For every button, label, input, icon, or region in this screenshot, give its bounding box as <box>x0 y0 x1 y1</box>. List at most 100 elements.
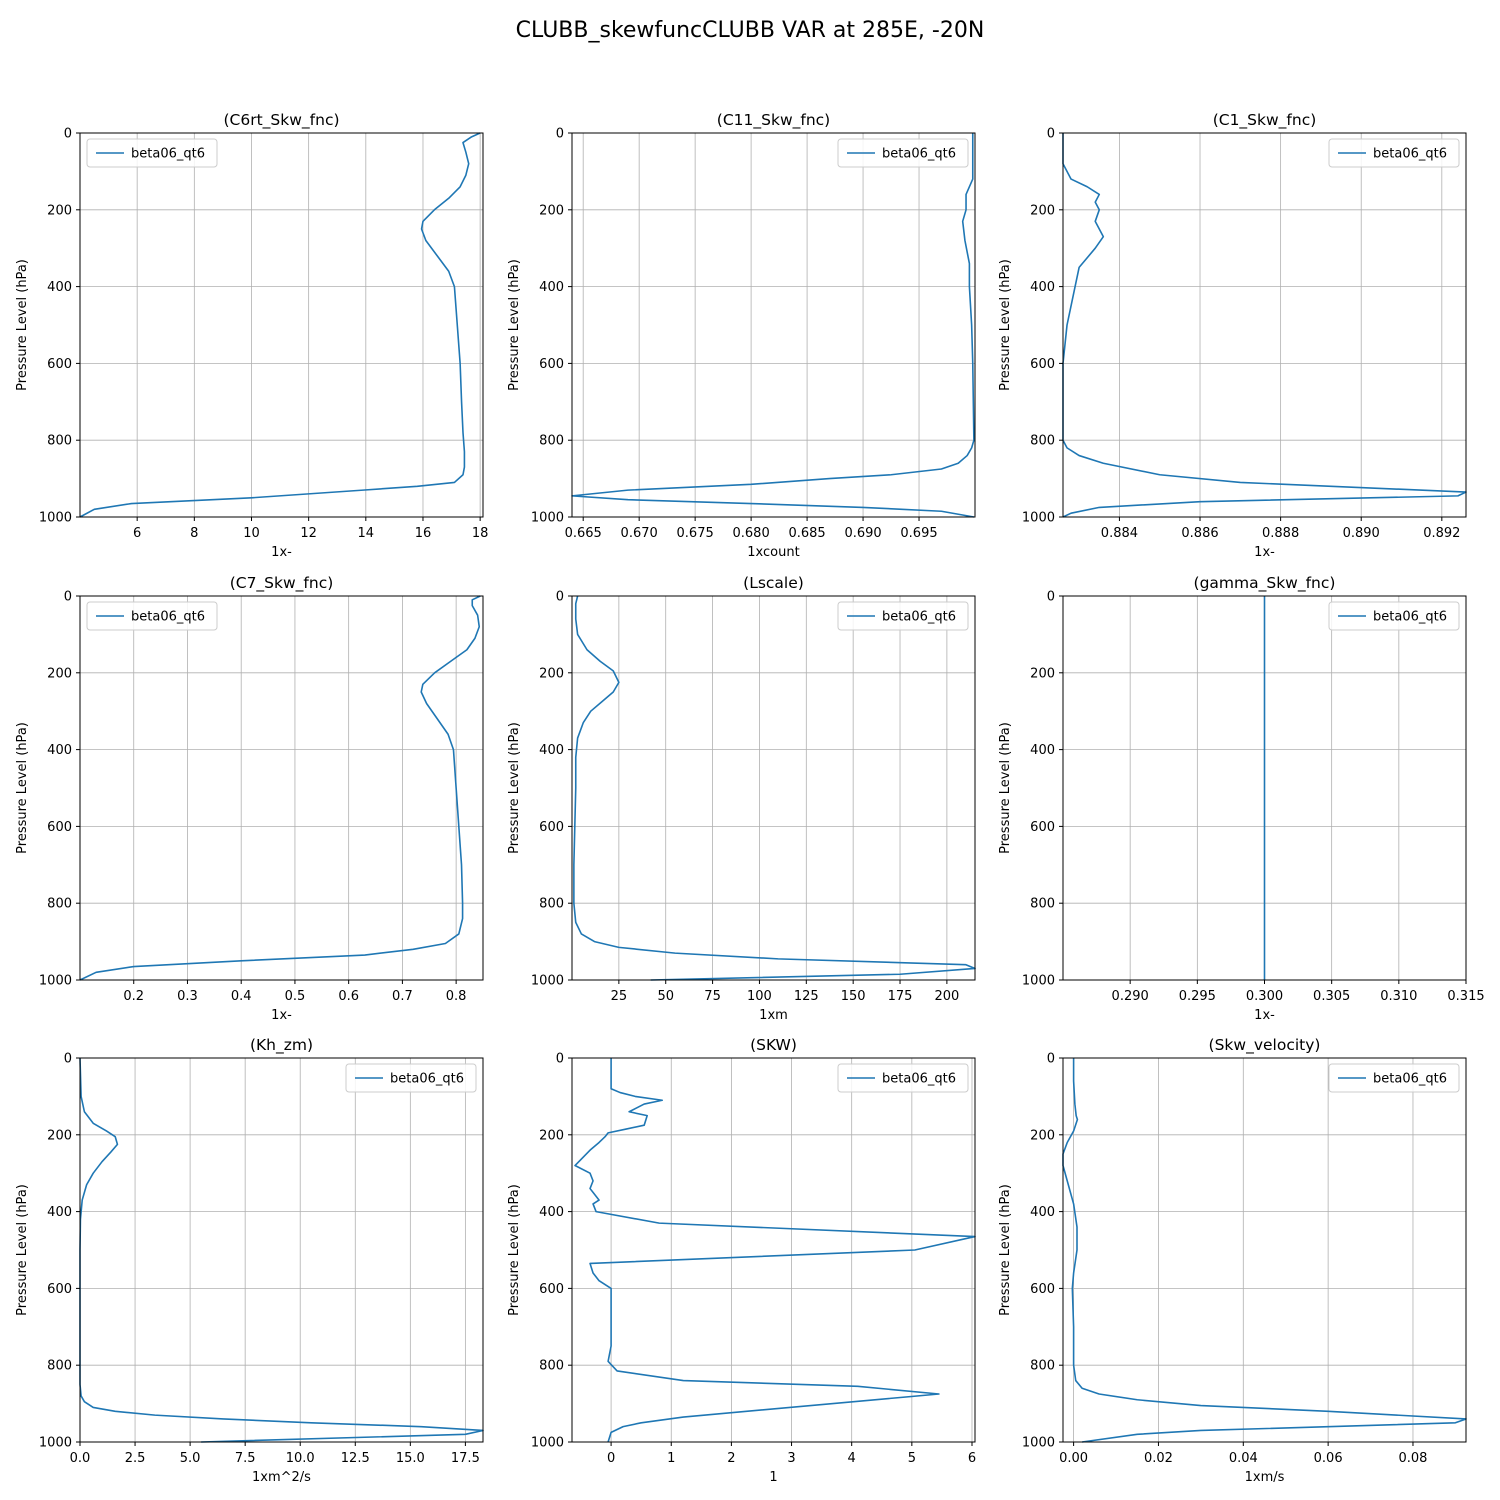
x-tick-label: 0.675 <box>677 526 714 541</box>
x-tick-label: 0.695 <box>900 526 937 541</box>
legend-label: beta06_qt6 <box>882 610 956 625</box>
x-tick-label: 14 <box>358 526 375 541</box>
plot-area <box>1063 1058 1466 1442</box>
x-tick-label: 100 <box>747 989 772 1004</box>
y-tick-label: 600 <box>539 1282 564 1297</box>
x-tick-label: 0.8 <box>446 989 467 1004</box>
series-line-1 <box>573 595 976 981</box>
legend-box <box>86 138 218 168</box>
subplot-title: (C7_Skw_fnc) <box>230 574 334 593</box>
x-tick-label: 150 <box>841 989 866 1004</box>
x-tick-label: 7.5 <box>235 1451 256 1466</box>
y-tick-label: 800 <box>47 434 72 449</box>
subplot-title: (Kh_zm) <box>250 1036 313 1055</box>
axes-frame <box>1062 1057 1467 1443</box>
y-tick-label: 600 <box>539 357 564 372</box>
legend-box <box>837 138 969 168</box>
subplot-8: 0 1 2 3 4 5 6 0 200 400 600 800 1000 (SKW) 1 Pressure L… <box>507 1036 976 1485</box>
y-tick-label: 800 <box>539 1359 564 1374</box>
x-tick-label: 1 <box>667 1451 675 1466</box>
x-axis-label: 1xcount <box>747 545 799 560</box>
legend: beta06_qt6 <box>86 138 218 168</box>
x-tick-label: 17.5 <box>451 1451 480 1466</box>
legend-label: beta06_qt6 <box>1373 1072 1447 1087</box>
legend: beta06_qt6 <box>345 1063 477 1093</box>
legend-label: beta06_qt6 <box>131 147 205 162</box>
legend-label: beta06_qt6 <box>131 610 205 625</box>
x-tick-label: 0.290 <box>1112 989 1149 1004</box>
x-tick-label: 10.0 <box>286 1451 315 1466</box>
axes-frame <box>79 595 484 981</box>
subplot-9: 0.00 0.02 0.04 0.06 0.08 0 200 400 600 800 1000 (Sk… <box>998 1036 1467 1485</box>
y-tick-label: 1000 <box>1022 974 1055 989</box>
y-tick-label: 800 <box>1030 1359 1055 1374</box>
y-tick-label: 0 <box>64 1052 72 1067</box>
y-tick-label: 600 <box>47 820 72 835</box>
x-axis-label: 1xm/s <box>1245 1470 1285 1485</box>
y-tick-label: 800 <box>47 897 72 912</box>
y-tick-label: 600 <box>1030 1282 1055 1297</box>
y-tick-label: 400 <box>539 1205 564 1220</box>
axes-frame <box>79 1057 484 1443</box>
x-axis-label: 1x- <box>271 1008 292 1023</box>
x-tick-label: 3 <box>787 1451 795 1466</box>
y-tick-label: 200 <box>47 666 72 681</box>
subplot-4: 0.2 0.3 0.4 0.5 0.6 0.7 0.8 0 200 400 600 800 1000 (C… <box>15 574 484 1023</box>
y-tick-label: 200 <box>539 1128 564 1143</box>
x-tick-label: 0.690 <box>844 526 881 541</box>
legend-label: beta06_qt6 <box>882 147 956 162</box>
subplot-title: (C6rt_Skw_fnc) <box>223 111 339 130</box>
y-tick-label: 0 <box>1047 1052 1055 1067</box>
legend: beta06_qt6 <box>86 601 218 631</box>
x-tick-label: 0.685 <box>788 526 825 541</box>
plot-area <box>80 1058 483 1442</box>
x-tick-label: 0.300 <box>1246 989 1283 1004</box>
y-tick-label: 0 <box>556 1052 564 1067</box>
legend: beta06_qt6 <box>837 138 969 168</box>
plot-area <box>80 133 483 517</box>
x-tick-label: 200 <box>934 989 959 1004</box>
y-tick-label: 1000 <box>531 974 564 989</box>
x-tick-label: 0.2 <box>123 989 144 1004</box>
legend-label: beta06_qt6 <box>390 1072 464 1087</box>
x-tick-label: 5 <box>908 1451 916 1466</box>
y-axis-label: Pressure Level (hPa) <box>998 722 1013 854</box>
y-tick-label: 600 <box>1030 357 1055 372</box>
y-tick-label: 200 <box>47 1128 72 1143</box>
y-tick-label: 400 <box>47 743 72 758</box>
x-tick-label: 8 <box>190 526 198 541</box>
x-axis-label: 1 <box>769 1470 777 1485</box>
y-axis-label: Pressure Level (hPa) <box>998 1184 1013 1316</box>
x-tick-label: 0.886 <box>1181 526 1218 541</box>
y-tick-label: 0 <box>556 127 564 142</box>
y-axis-label: Pressure Level (hPa) <box>15 259 30 391</box>
y-tick-label: 200 <box>539 666 564 681</box>
y-tick-label: 800 <box>539 434 564 449</box>
x-tick-label: 0.890 <box>1343 526 1380 541</box>
legend-label: beta06_qt6 <box>1373 147 1447 162</box>
subplot-title: (Skw_velocity) <box>1209 1036 1321 1055</box>
legend: beta06_qt6 <box>837 601 969 631</box>
x-tick-label: 0.670 <box>621 526 658 541</box>
series-line-1 <box>1062 133 1467 518</box>
subplot-title: (C11_Skw_fnc) <box>717 111 830 130</box>
axes-frame <box>571 1057 976 1443</box>
y-tick-label: 400 <box>539 743 564 758</box>
y-tick-label: 1000 <box>1022 1436 1055 1451</box>
x-tick-label: 0.665 <box>565 526 602 541</box>
y-axis-label: Pressure Level (hPa) <box>507 259 522 391</box>
subplot-1: 6 8 10 12 14 16 18 0 200 400 600 800 1000 (C6rt_Skw_f… <box>15 111 488 560</box>
x-tick-label: 12 <box>300 526 317 541</box>
y-tick-label: 800 <box>539 897 564 912</box>
subplot-2: 0.665 0.670 0.675 0.680 0.685 0.690 0.695 0 200 4… <box>507 111 976 560</box>
y-tick-label: 0 <box>1047 590 1055 605</box>
y-tick-label: 600 <box>1030 820 1055 835</box>
y-axis-label: Pressure Level (hPa) <box>15 722 30 854</box>
x-axis-label: 1xm <box>759 1008 788 1023</box>
x-tick-label: 0.315 <box>1447 989 1484 1004</box>
y-tick-label: 0 <box>556 590 564 605</box>
subplot-title: (SKW) <box>750 1036 797 1054</box>
y-tick-label: 600 <box>47 357 72 372</box>
subplot-5: 25 50 75 100 125 150 175 200 0 200 400 600 800 1000 (L… <box>507 574 976 1023</box>
